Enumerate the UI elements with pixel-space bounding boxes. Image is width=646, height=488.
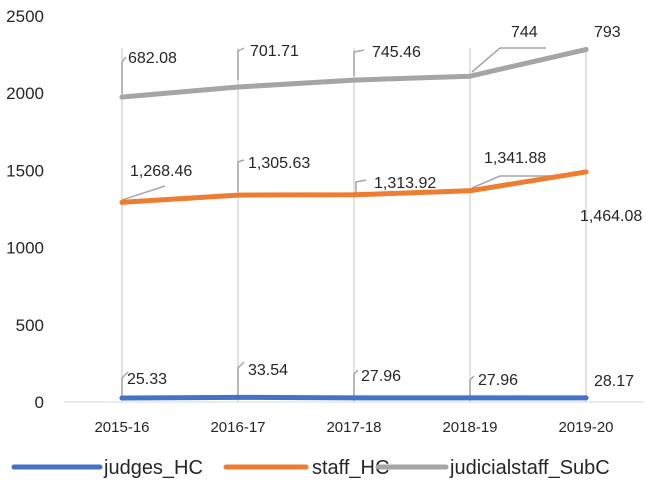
y-tick-label: 2500	[6, 7, 44, 26]
data-point-staff_HC	[119, 199, 125, 205]
label-leader-line	[469, 375, 475, 398]
data-point-judicialstaff_SubC	[467, 73, 473, 79]
y-tick-label: 500	[16, 316, 44, 335]
x-tick-label: 2016-17	[210, 419, 265, 436]
data-point-staff_HC	[583, 169, 589, 175]
data-label-judicialstaff_SubC: 744	[511, 24, 538, 41]
legend-label: judicialstaff_SubC	[449, 457, 610, 479]
data-point-judicialstaff_SubC	[119, 94, 125, 100]
label-leader-line	[471, 175, 564, 189]
data-point-staff_HC	[235, 192, 241, 198]
label-leader-line	[355, 179, 367, 193]
legend: judges_HC staff_HC judicialstaff_SubC	[11, 457, 610, 479]
x-tick-label: 2019-20	[558, 419, 613, 436]
data-label-staff_HC: 1,313.92	[374, 175, 436, 192]
data-label-judges_HC: 28.17	[594, 373, 634, 390]
label-leader-line	[121, 371, 129, 398]
label-leader-line	[121, 185, 166, 201]
label-leader-line	[121, 56, 127, 94]
x-tick-label: 2015-16	[94, 419, 149, 436]
data-label-judges_HC: 25.33	[127, 371, 167, 388]
data-point-judicialstaff_SubC	[583, 47, 589, 53]
label-leader-line	[353, 369, 359, 398]
label-leader-lines	[121, 47, 564, 398]
data-point-judges_HC	[235, 394, 241, 400]
category-guide-lines	[121, 48, 587, 402]
data-point-judicialstaff_SubC	[351, 77, 357, 83]
data-point-judges_HC	[119, 395, 125, 401]
x-tick-label: 2018-19	[442, 419, 497, 436]
label-leader-line	[353, 49, 365, 76]
x-tick-label: 2017-18	[326, 419, 381, 436]
legend-label: staff_HC	[312, 457, 389, 479]
data-point-judicialstaff_SubC	[235, 84, 241, 90]
y-axis: 0 500 1000 1500 2000 2500	[6, 7, 44, 412]
data-label-judges_HC: 27.96	[361, 368, 401, 385]
data-label-judges_HC: 33.54	[248, 362, 288, 379]
label-leader-line	[471, 47, 546, 73]
y-tick-label: 1500	[6, 161, 44, 180]
data-label-judicialstaff_SubC: 793	[594, 24, 621, 41]
label-leader-line	[237, 47, 245, 80]
data-label-staff_HC: 1,464.08	[580, 208, 642, 225]
y-tick-label: 2000	[6, 84, 44, 103]
label-leader-line	[237, 159, 245, 192]
legend-label: judges_HC	[103, 457, 203, 479]
data-label-staff_HC: 1,341.88	[484, 150, 546, 167]
data-point-judges_HC	[351, 395, 357, 401]
data-point-staff_HC	[467, 188, 473, 194]
data-labels: 25.33 33.54 27.96 27.96 28.17 1,268.46 1,305.6…	[127, 24, 642, 390]
series-lines	[119, 47, 589, 401]
data-point-judges_HC	[467, 395, 473, 401]
data-label-judicialstaff_SubC: 682.08	[128, 50, 177, 67]
data-label-judicialstaff_SubC: 745.46	[372, 44, 421, 61]
data-label-staff_HC: 1,305.63	[248, 155, 310, 172]
data-point-judges_HC	[583, 395, 589, 401]
data-label-judicialstaff_SubC: 701.71	[250, 43, 299, 60]
label-leader-line	[237, 361, 245, 397]
y-tick-label: 1000	[6, 239, 44, 258]
y-tick-label: 0	[35, 393, 44, 412]
data-label-staff_HC: 1,268.46	[130, 163, 192, 180]
data-point-staff_HC	[351, 192, 357, 198]
x-axis: 2015-16 2016-17 2017-18 2018-19 2019-20	[64, 401, 644, 436]
data-label-judges_HC: 27.96	[478, 372, 518, 389]
